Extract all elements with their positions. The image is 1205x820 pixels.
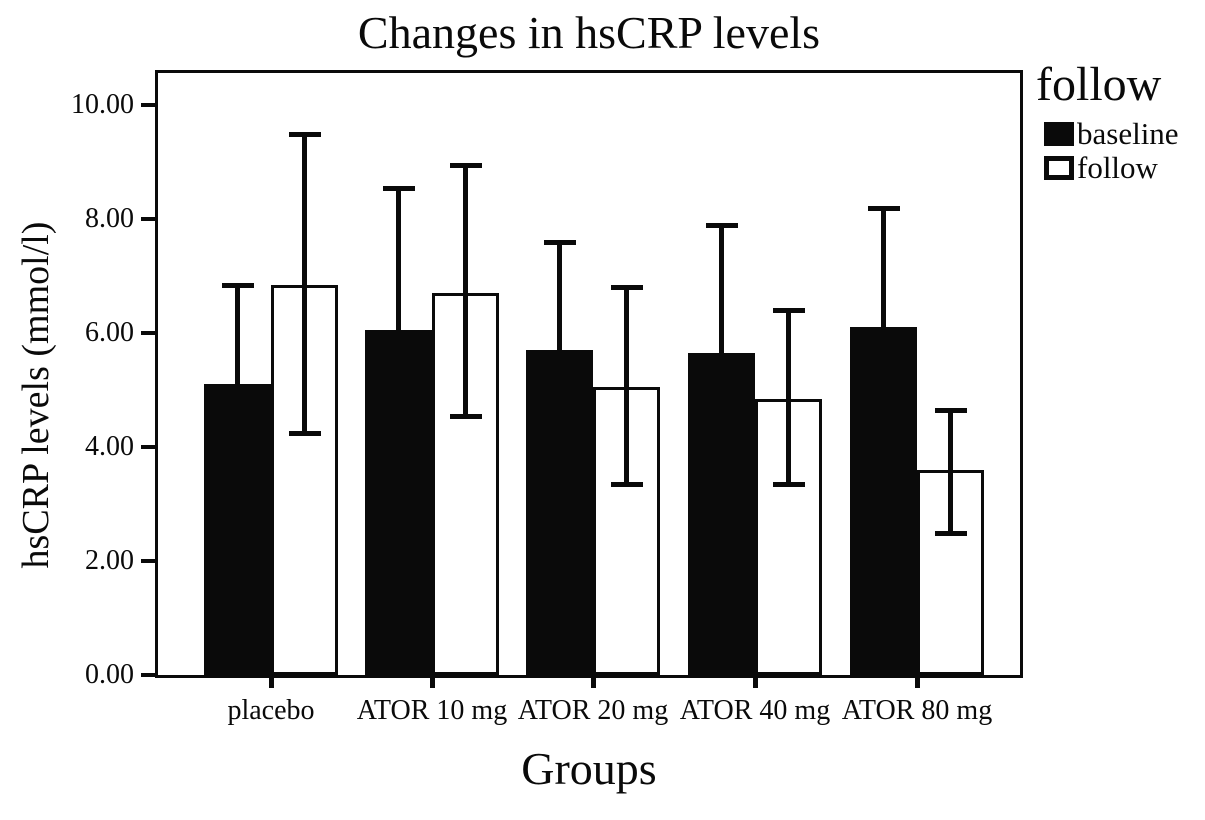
- error-cap-follow-top: [449, 162, 482, 168]
- error-cap-follow-bottom: [934, 530, 967, 536]
- legend-title: follow: [1036, 58, 1162, 111]
- x-tick-label: ATOR 10 mg: [356, 695, 508, 726]
- x-axis-label: Groups: [521, 743, 657, 794]
- x-axis-tick: [429, 678, 435, 688]
- x-tick-label: placebo: [227, 695, 315, 726]
- bar-baseline-ATOR-10-mg: [365, 330, 432, 675]
- error-bar-baseline: [557, 241, 562, 351]
- error-bar-baseline: [396, 187, 401, 331]
- error-cap-follow-top: [610, 285, 643, 291]
- error-cap-follow-top: [772, 308, 805, 314]
- y-axis-tick: [141, 559, 155, 563]
- error-cap-baseline-top: [382, 185, 415, 191]
- error-bar-follow: [302, 133, 307, 433]
- error-cap-follow-bottom: [288, 430, 321, 436]
- y-axis-tick: [141, 217, 155, 221]
- error-bar-baseline: [881, 207, 886, 328]
- legend-item-label: baseline: [1077, 116, 1179, 151]
- x-axis-tick: [268, 678, 274, 688]
- legend-item-baseline: baseline: [1044, 118, 1204, 150]
- error-cap-follow-bottom: [449, 413, 482, 419]
- y-axis-label: hsCRP levels (mmol/l): [15, 221, 57, 569]
- error-bar-follow: [624, 287, 629, 485]
- error-bar-baseline: [235, 284, 240, 385]
- y-axis-tick: [141, 445, 155, 449]
- bar-baseline-ATOR-40-mg: [688, 352, 755, 675]
- error-cap-follow-bottom: [772, 482, 805, 488]
- error-cap-follow-top: [934, 407, 967, 413]
- error-cap-baseline-top: [867, 205, 900, 211]
- error-cap-follow-top: [288, 131, 321, 137]
- y-axis-tick: [141, 103, 155, 107]
- error-cap-follow-bottom: [610, 482, 643, 488]
- error-cap-baseline-top: [221, 282, 254, 288]
- y-tick-label: 8.00: [85, 203, 134, 234]
- legend: follow baseline follow: [1036, 58, 1204, 186]
- x-tick-label: ATOR 20 mg: [517, 695, 669, 726]
- error-bar-follow: [786, 310, 791, 485]
- error-bar-follow: [948, 409, 953, 533]
- y-tick-label: 2.00: [85, 545, 134, 576]
- y-axis-tick: [141, 331, 155, 335]
- y-axis-tick: [141, 673, 155, 677]
- legend-items: baseline follow: [1036, 118, 1204, 184]
- legend-item-follow: follow: [1044, 152, 1204, 184]
- x-tick-label: ATOR 40 mg: [679, 695, 831, 726]
- y-tick-label: 0.00: [85, 659, 134, 690]
- legend-swatch-follow-icon: [1044, 156, 1074, 180]
- x-axis-tick: [752, 678, 758, 688]
- x-axis-tick: [590, 678, 596, 688]
- chart-title: Changes in hsCRP levels: [357, 7, 821, 58]
- bar-baseline-placebo: [204, 384, 271, 675]
- x-axis-tick: [914, 678, 920, 688]
- y-tick-label: 10.00: [71, 89, 134, 120]
- error-cap-baseline-top: [543, 239, 576, 245]
- bar-baseline-ATOR-20-mg: [526, 350, 593, 675]
- plot-area: 0.00 2.00 4.00 6.00 8.00 10.00 placebo ATOR 10 …: [71, 70, 1023, 726]
- y-tick-label: 6.00: [85, 317, 134, 348]
- legend-item-label: follow: [1077, 150, 1158, 185]
- legend-swatch-baseline-icon: [1044, 122, 1074, 146]
- bar-baseline-ATOR-80-mg: [850, 327, 917, 675]
- error-cap-baseline-top: [705, 222, 738, 228]
- error-bar-baseline: [719, 224, 724, 353]
- x-tick-label: ATOR 80 mg: [841, 695, 993, 726]
- y-tick-label: 4.00: [85, 431, 134, 462]
- error-bar-follow: [463, 164, 468, 416]
